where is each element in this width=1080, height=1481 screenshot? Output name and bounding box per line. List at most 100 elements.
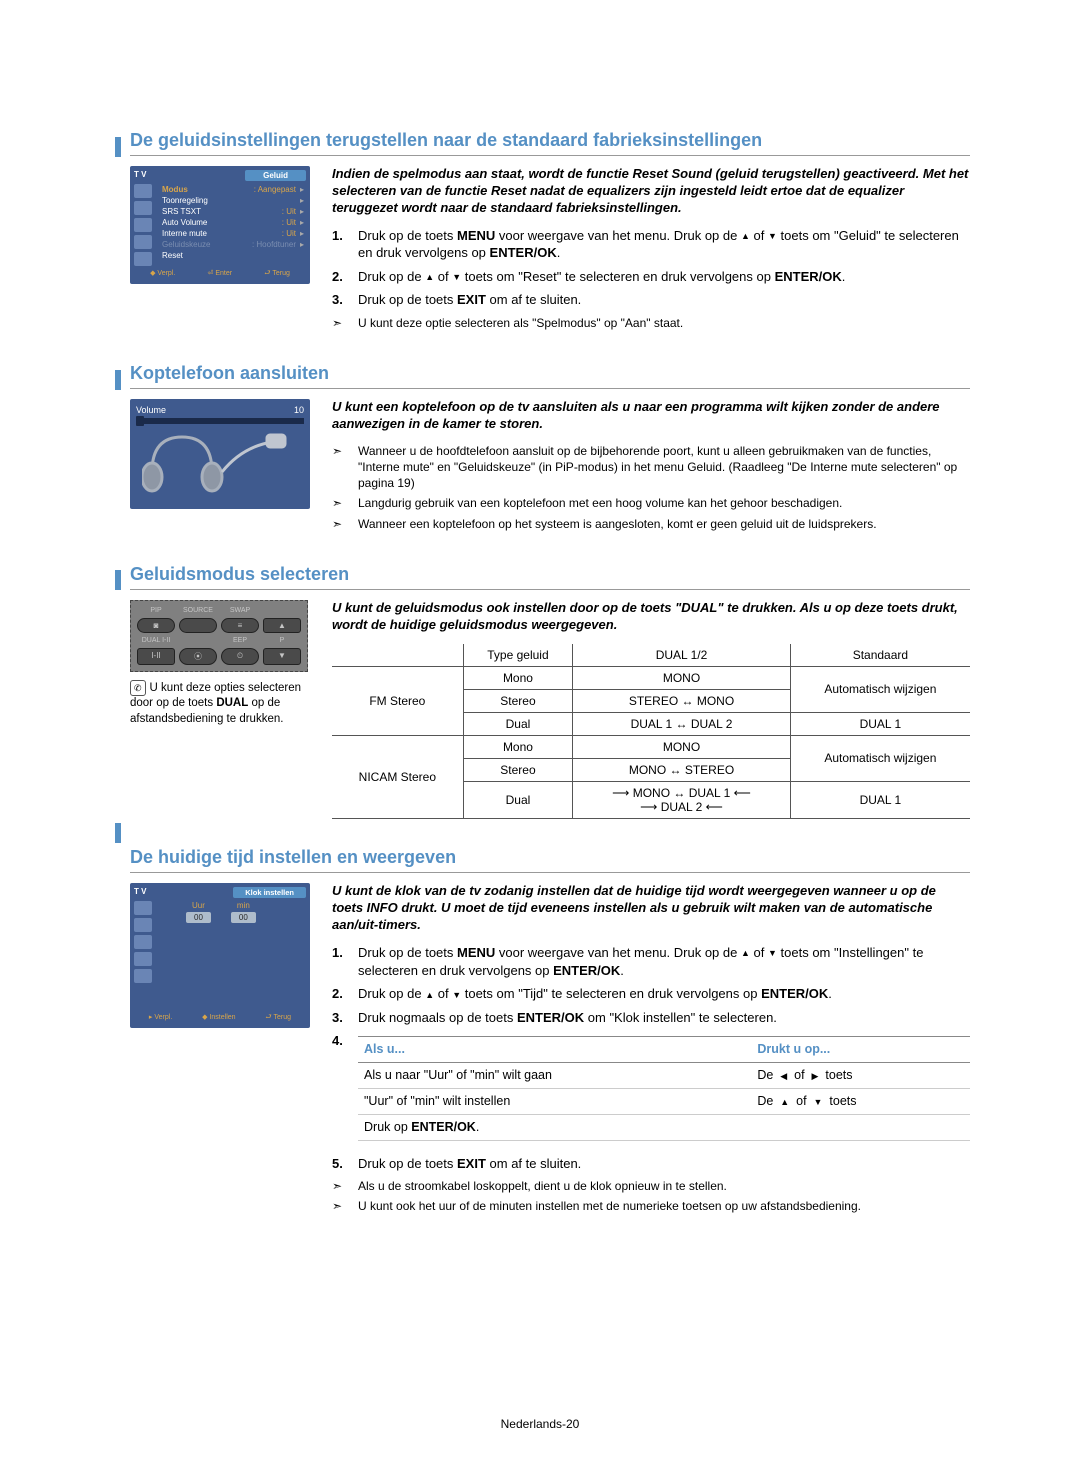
remote-button: ≡ (221, 618, 259, 633)
osd-footer-item: ▸ Verpl. (149, 1013, 172, 1024)
table-cell: De ▲ of ▼ toets (751, 1088, 970, 1114)
table-cell: STEREO ↔ MONO (573, 689, 791, 712)
osd-row-value: : Uit (282, 218, 296, 227)
note-text: Langdurig gebruik van een koptelefoon me… (358, 495, 842, 511)
table-cell: Als u naar "Uur" of "min" wilt gaan (358, 1063, 751, 1089)
osd-row-value: : Aangepast (254, 185, 296, 194)
table-cell: Automatisch wijzigen (790, 666, 970, 712)
accent-bar (115, 570, 121, 590)
osd-row-label: Interne mute (162, 229, 207, 238)
remote-button: ⏲ (221, 648, 259, 665)
remote-button: ◙ (137, 618, 175, 633)
osd-sound-menu: T V Geluid Modus: Aangepast▸ Toonregelin… (130, 166, 310, 284)
table-header: Type geluid (463, 644, 573, 667)
remote-illustration: PIP SOURCE SWAP ◙ ≡ ▲ DUAL I-II EEP P I-… (130, 600, 308, 672)
table-cell: Stereo (463, 689, 573, 712)
accent-bar (115, 137, 121, 157)
step-text: Druk op de toets MENU voor weergave van … (358, 227, 970, 262)
remote-button: ⦿ (179, 648, 217, 665)
section-title: Geluidsmodus selecteren (130, 564, 970, 585)
osd-row-label: Auto Volume (162, 218, 207, 227)
divider (130, 388, 970, 389)
section-intro: U kunt de klok van de tv zodanig instell… (332, 883, 970, 934)
osd-icon (134, 901, 152, 915)
remote-label: SOURCE (179, 607, 217, 614)
osd-icon (134, 969, 152, 983)
volume-value: 10 (294, 405, 304, 415)
step-text: Druk op de toets EXIT om af te sluiten. (358, 291, 970, 309)
remote-label: DUAL I-II (137, 637, 175, 644)
divider (130, 155, 970, 156)
table-cell: Druk op ENTER/OK. (358, 1114, 751, 1140)
osd-col-label: min (231, 901, 256, 910)
osd-icon (134, 918, 152, 932)
table-cell: Dual (463, 781, 573, 819)
table-cell: MONO (573, 735, 791, 758)
table-cell: DUAL 1 (790, 712, 970, 735)
step-text: Druk op de toets MENU voor weergave van … (358, 944, 970, 979)
page-footer: Nederlands-20 (0, 1417, 1080, 1431)
table-cell: DUAL 1 (790, 781, 970, 819)
section-intro: Indien de spelmodus aan staat, wordt de … (332, 166, 970, 217)
table-cell: FM Stereo (332, 666, 463, 735)
osd-footer-item: ⮐ Terug (264, 269, 290, 280)
osd-clock-menu: T V Klok instellen Uur00 min00 (130, 883, 310, 1028)
remote-label: SWAP (221, 607, 259, 614)
osd-footer-item: ⏎ Enter (208, 269, 233, 280)
osd-icon (134, 218, 152, 232)
table-header: Standaard (790, 644, 970, 667)
osd-icon (134, 935, 152, 949)
table-cell: NICAM Stereo (332, 735, 463, 819)
osd-row-label: Toonregeling (162, 196, 208, 205)
remote-label: PIP (137, 607, 175, 614)
osd-row-label: Geluidskeuze (162, 240, 210, 249)
osd-col-label: Uur (186, 901, 211, 910)
osd-title: Klok instellen (233, 887, 306, 898)
table-cell: "Uur" of "min" wilt instellen (358, 1088, 751, 1114)
step-text: Druk op de ▲ of ▼ toets om "Reset" te se… (358, 268, 970, 286)
table-cell: Stereo (463, 758, 573, 781)
osd-row-label: Modus (162, 185, 188, 194)
osd-tv-label: T V (134, 170, 146, 181)
osd-title: Geluid (245, 170, 306, 181)
osd-row-label: SRS TSXT (162, 207, 201, 216)
sound-mode-table: Type geluid DUAL 1/2 Standaard FM Stereo… (332, 644, 970, 820)
osd-row-value: : Hoofdtuner (252, 240, 296, 249)
osd-tv-label: T V (134, 887, 146, 898)
divider (130, 589, 970, 590)
osd-icon (134, 235, 152, 249)
osd-col-value: 00 (186, 912, 211, 923)
osd-rows: Modus: Aangepast▸ Toonregeling▸ SRS TSXT… (160, 184, 306, 266)
remote-caption: ✆U kunt deze opties selecteren door op d… (130, 680, 312, 728)
table-cell: DUAL 1 ↔ DUAL 2 (573, 712, 791, 735)
section-title: De huidige tijd instellen en weergeven (130, 847, 970, 868)
section-intro: U kunt de geluidsmodus ook instellen doo… (332, 600, 970, 634)
accent-bar (115, 823, 121, 843)
note-text: Wanneer een koptelefoon op het systeem i… (358, 516, 877, 532)
osd-row-value: : Uit (282, 229, 296, 238)
table-cell: Mono (463, 735, 573, 758)
table-cell: Dual (463, 712, 573, 735)
remote-label: P (263, 637, 301, 644)
note-text: Wanneer u de hoofdtelefoon aansluit op d… (358, 443, 970, 492)
table-header: Als u... (358, 1037, 751, 1063)
osd-icon (134, 201, 152, 215)
volume-label: Volume (136, 405, 166, 415)
headphone-illustration: Volume 10 (130, 399, 310, 509)
osd-icon (134, 184, 152, 198)
remote-button (179, 618, 217, 633)
osd-row-label: Reset (162, 251, 183, 260)
table-cell: MONO (573, 666, 791, 689)
osd-icon (134, 252, 152, 266)
divider (130, 872, 970, 873)
table-cell: De ◀ of ▶ toets (751, 1063, 970, 1089)
remote-button: ▼ (263, 648, 301, 665)
osd-footer-item: ◆ Verpl. (150, 269, 175, 280)
note-text: U kunt deze optie selecteren als "Spelmo… (358, 315, 683, 331)
table-cell: ⟶ MONO ↔ DUAL 1 ⟵⟶ DUAL 2 ⟵ (573, 781, 791, 819)
osd-footer-item: ◆ Instellen (202, 1013, 235, 1024)
section-title: Koptelefoon aansluiten (130, 363, 970, 384)
section-title: De geluidsinstellingen terugstellen naar… (130, 130, 970, 151)
note-text: U kunt ook het uur of de minuten instell… (358, 1198, 861, 1214)
section-intro: U kunt een koptelefoon op de tv aansluit… (332, 399, 970, 433)
